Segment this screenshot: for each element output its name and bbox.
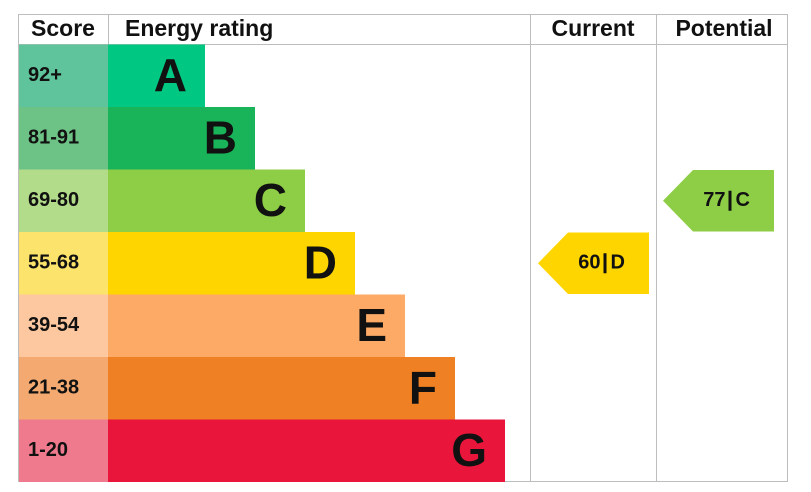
score-cell [19,357,108,420]
score-range: 21-38 [28,377,79,399]
rating-bar [108,107,255,170]
rating-letter: D [304,236,337,288]
header-score: Score [31,15,95,41]
current-value: 60 [578,252,600,274]
score-cell [19,232,108,295]
score-range: 39-54 [28,314,80,336]
score-range: 1-20 [28,439,68,461]
potential-arrow [663,170,774,232]
score-cell [19,169,108,232]
rating-letter: E [356,299,387,351]
score-cell [19,107,108,170]
current-arrow [538,232,649,294]
score-range: 69-80 [28,189,79,211]
score-cell [19,419,108,482]
potential-letter: C [736,189,750,211]
rating-bar [108,232,355,295]
header-rating: Energy rating [125,15,273,41]
score-range: 81-91 [28,127,79,149]
rating-letter: B [204,111,237,163]
header-current: Current [551,15,634,41]
rating-letter: C [254,174,287,226]
potential-separator [728,190,732,211]
score-cell [19,294,108,357]
score-range: 92+ [28,64,62,86]
potential-value: 77 [703,189,725,211]
rating-bar [108,419,505,482]
rating-letter: F [409,361,437,413]
score-range: 55-68 [28,252,79,274]
current-letter: D [611,252,625,274]
current-separator [603,253,607,274]
rating-bar [108,44,205,107]
rating-bar [108,357,455,420]
score-cell [19,44,108,107]
header-potential: Potential [675,15,772,41]
rating-letter: G [451,424,487,476]
rating-bar [108,169,305,232]
rating-bar [108,294,405,357]
rating-letter: A [154,49,187,101]
